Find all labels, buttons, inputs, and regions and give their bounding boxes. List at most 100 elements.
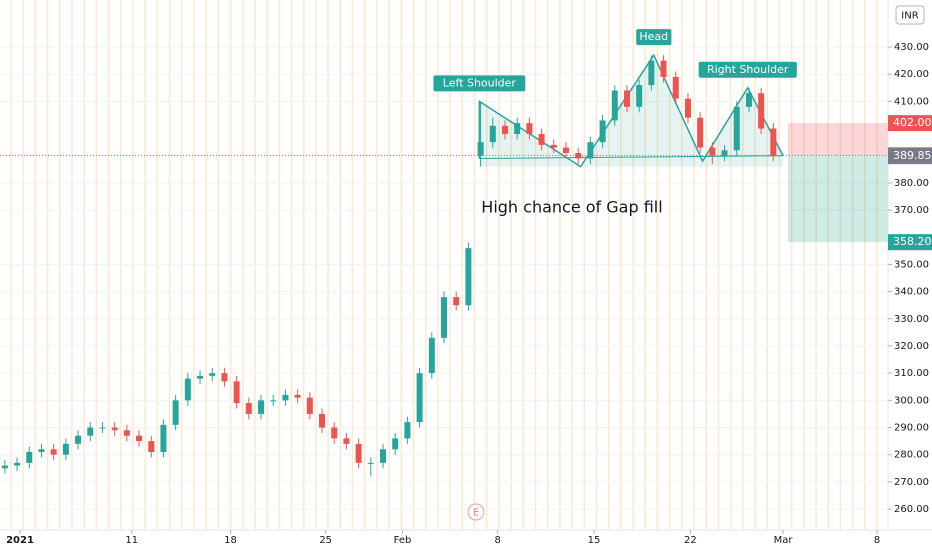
- candle-body: [611, 90, 618, 121]
- candle-body: [123, 430, 130, 436]
- event-marker: [467, 503, 485, 521]
- x-tick-label: 18: [224, 535, 237, 546]
- candle-body: [367, 462, 374, 464]
- candle-body: [514, 123, 521, 134]
- candle-body: [648, 60, 655, 86]
- candle-body: [38, 449, 45, 452]
- y-tick-label: 260.00: [894, 504, 929, 515]
- candle-body: [355, 443, 362, 463]
- price-tag-label: 358.20: [893, 235, 932, 248]
- annotation: High chance of Gap fill: [481, 198, 662, 217]
- candle-body: [745, 93, 752, 107]
- candle-body: [770, 128, 777, 156]
- candle-body: [111, 427, 118, 431]
- candle-body: [562, 147, 569, 154]
- y-tick-label: 310.00: [894, 368, 929, 379]
- candle-body: [453, 297, 460, 306]
- candle-body: [441, 297, 447, 338]
- candle-body: [758, 93, 765, 129]
- candle-body: [136, 435, 143, 442]
- pattern-label-box: [433, 75, 526, 92]
- pattern-area: [479, 55, 784, 167]
- x-tick-label: 11: [125, 535, 138, 546]
- candle-body: [331, 427, 338, 439]
- x-tick-label: 2021: [6, 535, 34, 546]
- candle-body: [99, 427, 106, 429]
- candle-body: [587, 142, 594, 159]
- event-label: E: [473, 508, 479, 519]
- price-tag-label: 389.85: [893, 149, 932, 162]
- y-tick-label: 420.00: [894, 69, 929, 80]
- y-tick-label: 430.00: [894, 42, 929, 53]
- candle-body: [1, 465, 8, 469]
- candle-body: [697, 117, 704, 148]
- x-tick-label: 15: [588, 535, 601, 546]
- candle-body: [233, 381, 240, 404]
- pattern-label-box: [636, 29, 672, 46]
- candle-body: [526, 123, 533, 134]
- y-tick-label: 300.00: [894, 395, 929, 406]
- candle-body: [14, 462, 21, 466]
- candle-body: [282, 394, 289, 401]
- candle-body: [270, 400, 277, 402]
- stop-zone: [788, 123, 888, 156]
- price-tag: [888, 148, 932, 165]
- candle-body: [733, 106, 740, 151]
- candle-body: [428, 337, 435, 374]
- candle-body: [501, 125, 508, 134]
- y-tick-label: 320.00: [894, 341, 929, 352]
- candle-body: [209, 373, 216, 376]
- neckline: [479, 155, 784, 159]
- candle-body: [575, 153, 582, 159]
- candle-body: [172, 400, 179, 425]
- candle-body: [623, 90, 630, 107]
- currency: INR: [901, 11, 918, 22]
- pattern-label: Left Shoulder: [443, 76, 517, 89]
- x-tick-label: 8: [874, 535, 880, 546]
- candle-body: [87, 427, 94, 436]
- price-tag: [888, 115, 932, 132]
- target-zone: [788, 155, 888, 243]
- y-tick-label: 350.00: [894, 259, 929, 270]
- y-tick-label: 380.00: [894, 178, 929, 189]
- candle-body: [538, 133, 545, 145]
- candle-body: [221, 373, 228, 382]
- currency-box[interactable]: [895, 5, 925, 25]
- candle-body: [62, 443, 69, 455]
- y-tick-label: 270.00: [894, 477, 929, 488]
- candle-body: [404, 422, 411, 439]
- y-tick-label: 370.00: [894, 205, 929, 216]
- pattern-label-box: [698, 61, 797, 78]
- x-tick-label: 22: [684, 535, 697, 546]
- candle-body: [489, 125, 496, 143]
- x-tick-label: 8: [494, 535, 500, 546]
- candle-body: [380, 449, 387, 463]
- pattern-line: [478, 53, 784, 168]
- candle-body: [660, 60, 667, 77]
- x-tick-label: Feb: [394, 535, 412, 546]
- candle-body: [636, 85, 643, 107]
- candle-body: [75, 435, 82, 444]
- candle-body: [392, 438, 399, 450]
- candle-body: [343, 438, 350, 444]
- candle-body: [477, 142, 484, 156]
- candle-body: [50, 449, 57, 455]
- candle-body: [721, 150, 728, 156]
- y-tick-label: 290.00: [894, 423, 929, 434]
- candle-body: [306, 397, 313, 414]
- candle-body: [465, 248, 472, 306]
- pattern-label: Right Shoulder: [707, 63, 789, 76]
- pattern-label: Head: [639, 30, 668, 43]
- candle-body: [148, 441, 155, 452]
- y-tick-label: 340.00: [894, 287, 929, 298]
- y-tick-label: 280.00: [894, 450, 929, 461]
- y-tick-label: 330.00: [894, 314, 929, 325]
- y-tick-label: 410.00: [894, 96, 929, 107]
- candle-body: [197, 375, 204, 379]
- candle-body: [26, 451, 33, 463]
- candle-body: [709, 147, 716, 156]
- candle-body: [258, 400, 265, 414]
- price-tag: [888, 234, 932, 251]
- price-tag-label: 402.00: [893, 116, 932, 129]
